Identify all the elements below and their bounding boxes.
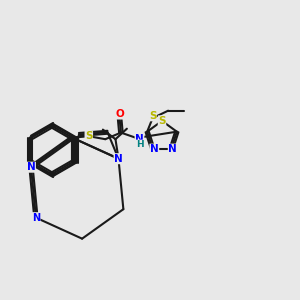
Text: S: S: [149, 111, 156, 121]
Text: N: N: [114, 154, 123, 164]
Text: N: N: [27, 162, 35, 172]
Text: N: N: [150, 144, 159, 154]
Text: S: S: [85, 131, 93, 141]
Text: N: N: [32, 213, 40, 223]
Text: O: O: [115, 109, 124, 119]
Text: N: N: [135, 134, 144, 145]
Text: S: S: [158, 116, 166, 126]
Text: H: H: [136, 140, 143, 149]
Text: N: N: [168, 144, 177, 154]
